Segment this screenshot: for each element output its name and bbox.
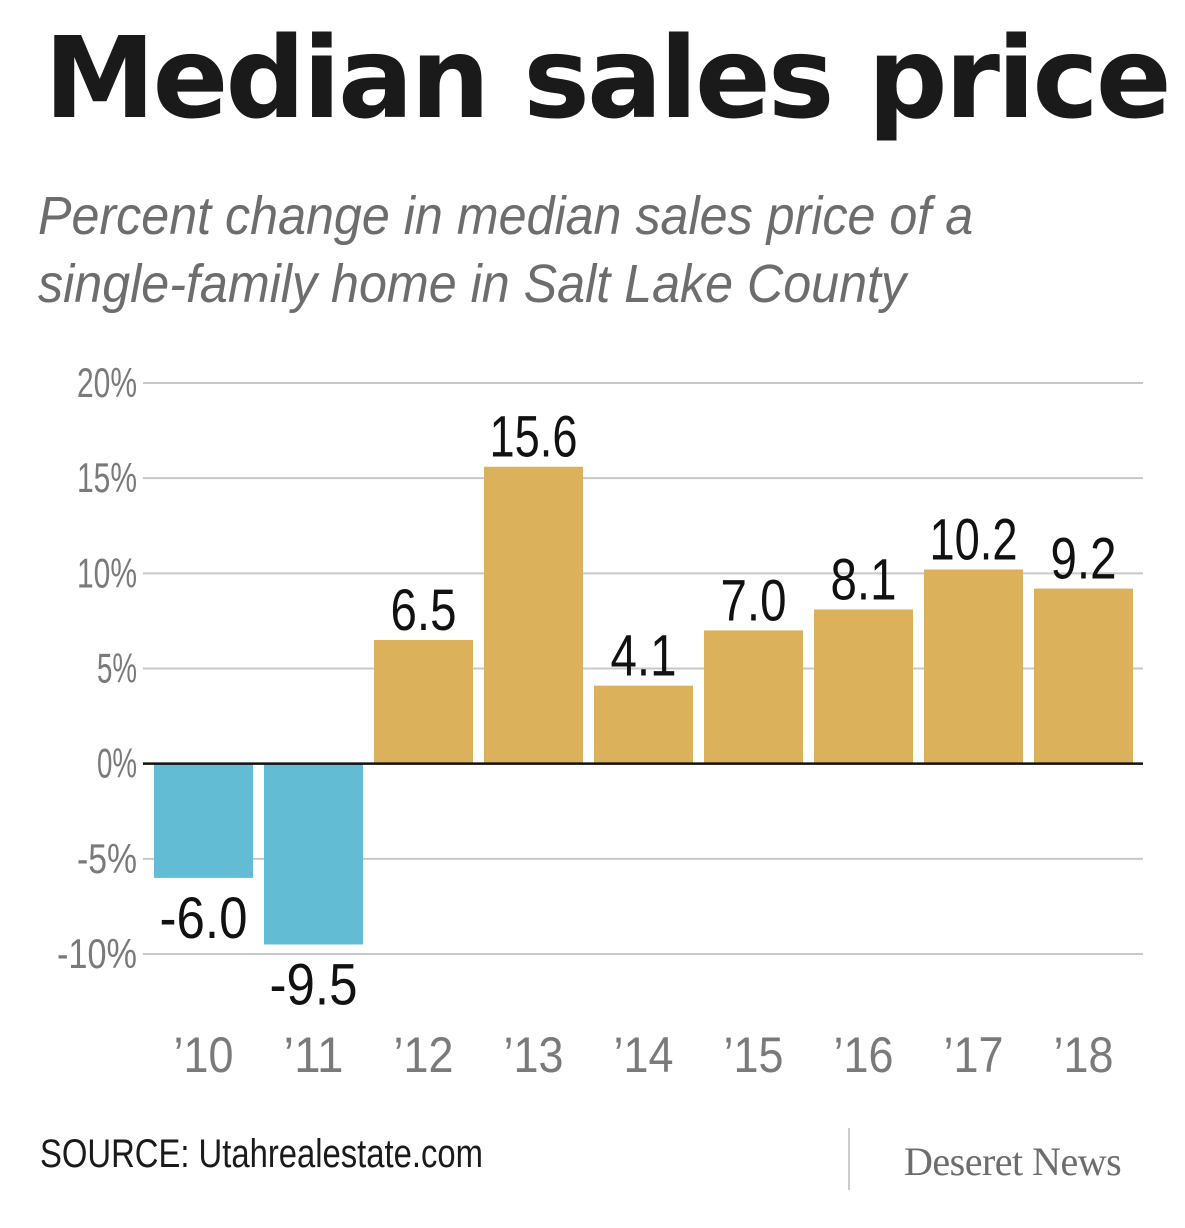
x-tick-label: ’16 [834, 1027, 894, 1083]
bar [594, 685, 693, 764]
bar [264, 763, 363, 945]
x-tick-label: ’13 [504, 1027, 564, 1083]
y-tick-label: 10% [77, 549, 137, 596]
publisher-logo: Deseret News [904, 1139, 1122, 1184]
source-note: SOURCE: Utahrealestate.com [40, 1132, 483, 1176]
bar [814, 609, 913, 764]
y-tick-label: 5% [97, 645, 137, 692]
chart-title: Median sales price [44, 14, 1172, 144]
data-label: 9.2 [1051, 527, 1117, 592]
x-tick-label: ’12 [394, 1027, 454, 1083]
bar [924, 569, 1023, 764]
bar [484, 466, 583, 764]
data-label: 4.1 [611, 624, 677, 689]
data-label: -6.0 [160, 886, 248, 951]
x-tick-label: ’18 [1054, 1027, 1114, 1083]
data-label: 7.0 [721, 568, 787, 633]
x-tick-label: ’17 [944, 1027, 1004, 1083]
y-tick-label: 15% [77, 454, 137, 501]
bar [1034, 588, 1133, 764]
y-tick-label: 20% [77, 359, 137, 406]
y-tick-label: -5% [77, 835, 137, 882]
x-tick-label: ’11 [284, 1027, 344, 1083]
x-tick-label: ’10 [174, 1027, 234, 1083]
x-tick-label: ’14 [614, 1027, 674, 1083]
chart-subtitle: Percent change in median sales price of … [38, 186, 974, 314]
data-label: 8.1 [831, 547, 897, 612]
data-label: -9.5 [270, 952, 358, 1017]
bar [374, 639, 473, 764]
bar [704, 630, 803, 764]
y-tick-label: -10% [57, 930, 137, 977]
footer-divider [848, 1128, 850, 1190]
data-label: 15.6 [490, 405, 578, 470]
data-label: 6.5 [391, 578, 457, 643]
data-label: 10.2 [930, 508, 1018, 573]
bar [154, 763, 253, 878]
x-tick-label: ’15 [724, 1027, 784, 1083]
y-tick-label: 0% [97, 740, 137, 787]
